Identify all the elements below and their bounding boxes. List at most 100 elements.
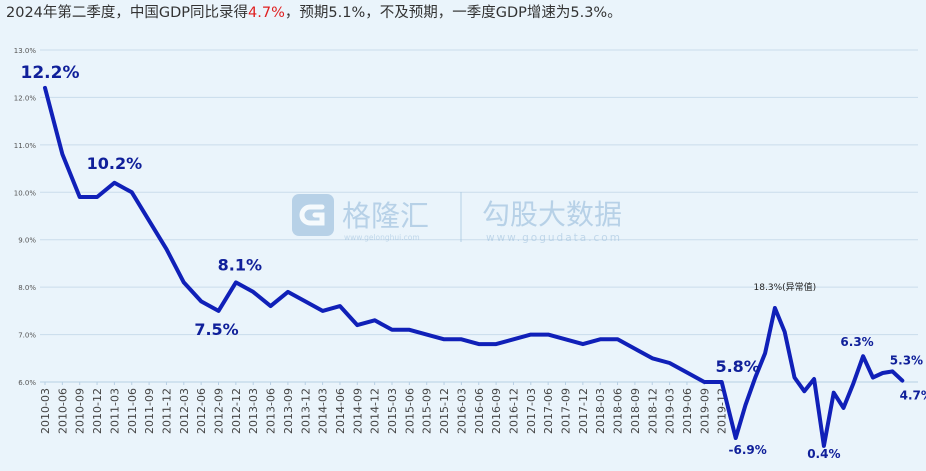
data-point bbox=[546, 333, 550, 336]
data-point bbox=[460, 338, 463, 341]
data-point bbox=[685, 371, 689, 374]
x-tick-label: 2014-06 bbox=[334, 388, 347, 434]
data-labels: 12.2% 10.2% 8.1% 7.5% 5.8% -6.9% 18.3%(异常值) 0.4… bbox=[21, 63, 926, 461]
data-label: 18.3%(异常值) bbox=[754, 281, 817, 293]
y-tick-label: 6.0% bbox=[18, 379, 36, 387]
data-point bbox=[252, 290, 255, 294]
data-point bbox=[304, 300, 307, 303]
data-point bbox=[199, 300, 203, 303]
data-point bbox=[734, 436, 737, 440]
x-tick-label: 2010-03 bbox=[39, 388, 52, 434]
data-point bbox=[234, 281, 238, 284]
watermark-data-url: www.gogudata.com bbox=[486, 232, 622, 244]
y-tick-label: 7.0% bbox=[18, 332, 36, 340]
data-label: 0.4% bbox=[807, 447, 840, 461]
data-point bbox=[390, 328, 394, 332]
watermark: 格隆汇 www.gelonghui.com 勾股大数据 www.gogudata… bbox=[292, 192, 622, 244]
x-tick-label: 2011-06 bbox=[126, 388, 139, 434]
data-point bbox=[871, 376, 875, 379]
x-tick-label: 2012-12 bbox=[230, 388, 243, 434]
data-label: 5.8% bbox=[715, 357, 759, 376]
data-label: 5.3% bbox=[890, 353, 923, 367]
data-point bbox=[61, 153, 64, 156]
data-point bbox=[842, 406, 845, 410]
x-tick-label: 2016-09 bbox=[490, 388, 503, 434]
data-point bbox=[773, 306, 777, 310]
data-point bbox=[373, 319, 376, 322]
watermark-brand: 格隆汇 bbox=[342, 199, 429, 233]
data-point bbox=[832, 391, 835, 394]
data-point bbox=[321, 309, 324, 313]
data-point bbox=[720, 380, 723, 384]
y-axis: 6.0% 7.0% 8.0% 9.0% 10.0% 11.0% 12.0% 13.0% bbox=[14, 47, 37, 387]
x-tick-label: 2013-03 bbox=[247, 388, 260, 434]
x-tick-label: 2018-12 bbox=[646, 388, 659, 434]
data-point bbox=[901, 379, 904, 382]
headline-highlight: 4.7% bbox=[248, 5, 285, 21]
x-tick-label: 2018-06 bbox=[612, 388, 625, 434]
post-2019-series-line bbox=[720, 306, 904, 448]
x-tick-label: 2011-03 bbox=[108, 388, 121, 434]
data-point bbox=[793, 376, 796, 379]
x-tick-label: 2013-06 bbox=[265, 388, 278, 434]
data-label: 6.3% bbox=[840, 335, 873, 349]
x-tick-label: 2016-06 bbox=[473, 388, 486, 434]
data-point bbox=[581, 342, 585, 346]
x-tick-label: 2019-06 bbox=[681, 388, 694, 434]
headline-suffix: ，预期5.1%，不及预期，一季度GDP增速为5.3%。 bbox=[284, 5, 622, 21]
data-point bbox=[822, 444, 826, 448]
y-tick-label: 13.0% bbox=[14, 47, 37, 55]
data-point bbox=[408, 328, 411, 332]
x-tick-label: 2017-09 bbox=[560, 388, 573, 434]
data-label: 12.2% bbox=[21, 63, 80, 83]
x-tick-label: 2010-09 bbox=[74, 388, 87, 434]
x-tick-label: 2015-03 bbox=[386, 388, 399, 434]
watermark-brand-url: www.gelonghui.com bbox=[344, 233, 420, 242]
data-point bbox=[338, 304, 342, 308]
data-point bbox=[633, 347, 637, 350]
x-tick-label: 2014-12 bbox=[369, 388, 382, 434]
data-point bbox=[269, 304, 272, 308]
data-point bbox=[803, 390, 806, 393]
data-point bbox=[78, 195, 81, 199]
headline: 2024年第二季度，中国GDP同比录得4.7%，预期5.1%，不及预期，一季度G… bbox=[6, 2, 922, 26]
x-tick-label: 2019-03 bbox=[664, 388, 677, 434]
data-point bbox=[95, 195, 99, 199]
x-tick-label: 2015-12 bbox=[438, 388, 451, 434]
x-tick-label: 2015-06 bbox=[403, 388, 416, 434]
data-point bbox=[165, 248, 168, 251]
x-tick-label: 2010-06 bbox=[56, 388, 69, 434]
x-tick-label: 2012-06 bbox=[195, 388, 208, 434]
data-label: 7.5% bbox=[194, 320, 238, 339]
x-tick-label: 2011-09 bbox=[143, 388, 156, 434]
data-point bbox=[703, 380, 706, 384]
data-label: 10.2% bbox=[87, 154, 143, 173]
x-tick-label: 2012-03 bbox=[178, 388, 191, 434]
y-tick-label: 8.0% bbox=[18, 284, 36, 292]
data-label: -6.9% bbox=[729, 443, 767, 457]
data-point bbox=[217, 309, 220, 313]
data-point bbox=[599, 338, 602, 341]
y-tick-label: 10.0% bbox=[14, 189, 37, 197]
x-tick-label: 2017-12 bbox=[577, 388, 590, 434]
data-point bbox=[477, 342, 480, 346]
data-point bbox=[286, 290, 290, 294]
data-label: 4.7% bbox=[900, 389, 926, 403]
x-tick-label: 2017-06 bbox=[542, 388, 555, 434]
data-point bbox=[442, 338, 446, 341]
data-point bbox=[744, 403, 747, 407]
data-point bbox=[812, 377, 816, 381]
data-point bbox=[182, 281, 185, 284]
data-points bbox=[43, 86, 904, 448]
y-tick-label: 12.0% bbox=[14, 94, 37, 102]
data-point bbox=[425, 333, 428, 336]
data-point bbox=[783, 330, 786, 334]
data-point bbox=[529, 333, 532, 336]
y-tick-label: 9.0% bbox=[18, 237, 36, 245]
x-tick-label: 2015-09 bbox=[421, 388, 434, 434]
data-point bbox=[668, 361, 671, 365]
headline-prefix: 2024年第二季度，中国GDP同比录得 bbox=[6, 5, 249, 21]
x-tick-label: 2014-03 bbox=[317, 388, 330, 434]
x-tick-label: 2018-03 bbox=[594, 388, 607, 434]
